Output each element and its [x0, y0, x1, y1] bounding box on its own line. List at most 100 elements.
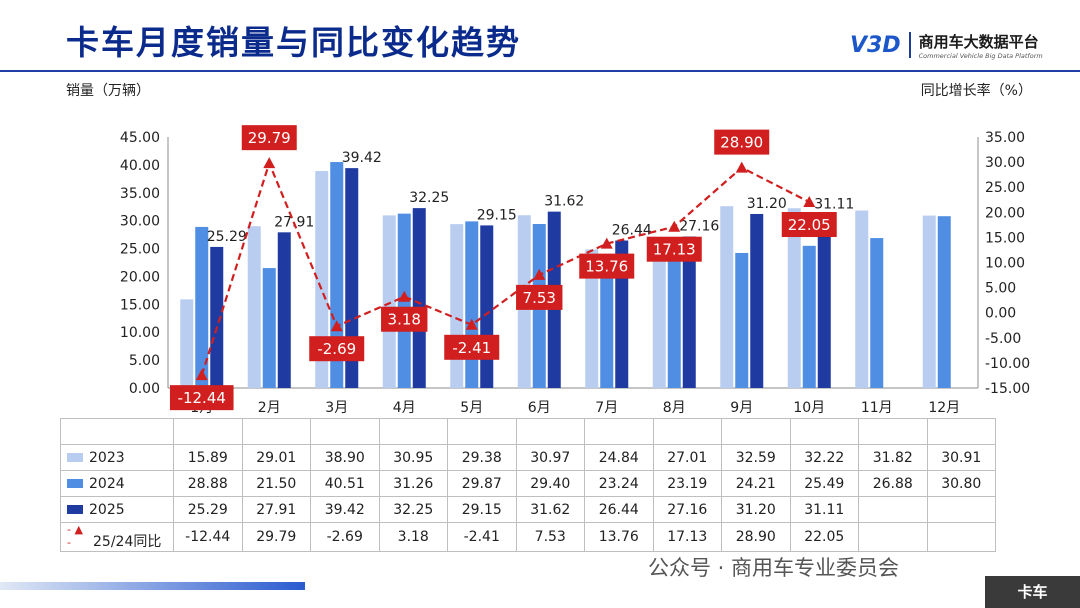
yoy-label-box — [781, 212, 837, 238]
bar-data-label: 32.25 — [409, 190, 449, 206]
bar-2025 — [817, 214, 831, 388]
bar-2024 — [802, 245, 816, 388]
y-tick-label: 20.00 — [120, 269, 160, 285]
bar-2023 — [922, 215, 936, 388]
bar-2025 — [750, 213, 764, 388]
bar-2023 — [315, 171, 329, 388]
table-cell: -2.41 — [447, 522, 517, 552]
table-cell: 30.91 — [926, 444, 996, 471]
table-cell: 25.49 — [789, 470, 859, 497]
y2-tick-label: 10.00 — [985, 256, 1025, 272]
table-cell: 3.18 — [378, 522, 448, 552]
table-header-cell — [584, 418, 654, 445]
yoy-label-box — [516, 284, 563, 310]
x-tick-label: 3月 — [325, 400, 348, 416]
x-tick-label: 4月 — [393, 400, 416, 416]
table-cell: 21.50 — [241, 470, 311, 497]
yoy-marker — [803, 196, 816, 208]
table-header-cell — [241, 418, 311, 445]
bar-2025 — [682, 236, 696, 388]
yoy-data-label: 28.90 — [720, 134, 763, 152]
logo-subtitle: Commercial Vehicle Big Data Platform — [918, 51, 1043, 60]
y-tick-label: 40.00 — [120, 158, 160, 174]
sales-chart: 0.00 5.00 10.00 15.00 20.00 25.00 30.00 35.00 40… — [120, 125, 1030, 416]
yoy-data-label: 3.18 — [388, 311, 421, 329]
table-header-cell — [789, 418, 859, 445]
y-tick-label: 15.00 — [120, 297, 160, 313]
yoy-label-box — [714, 129, 770, 155]
yoy-data-label: 7.53 — [523, 289, 556, 307]
x-tick-label: 11月 — [861, 400, 893, 416]
table-cell: 31.82 — [858, 444, 928, 471]
yoy-marker — [398, 290, 411, 302]
table-cell: 38.90 — [310, 444, 380, 471]
table-row: 2023 15.89 29.01 38.90 30.95 29.38 30.97 24.84 2… — [60, 444, 996, 471]
truck-decoration — [0, 582, 305, 590]
legend-swatch — [67, 505, 83, 514]
yoy-marker — [465, 318, 478, 330]
table-cell: 7.53 — [515, 522, 585, 552]
table-cell: 39.42 — [310, 496, 380, 523]
bar-2024 — [465, 221, 479, 388]
yoy-data-label: -12.44 — [178, 389, 226, 407]
bar-data-label: 26.44 — [612, 223, 652, 239]
yoy-data-label: -2.41 — [452, 339, 491, 357]
table-cell: 29.38 — [447, 444, 517, 471]
bar-2023 — [180, 299, 194, 388]
y-tick-label: 10.00 — [120, 325, 160, 341]
x-tick-label: 10月 — [793, 400, 825, 416]
table-cell — [858, 496, 928, 523]
table-header-cell — [173, 418, 243, 445]
table-cell: 23.24 — [584, 470, 654, 497]
bar-2024 — [330, 162, 344, 388]
logo-separator — [908, 32, 911, 58]
table-cell: 23.19 — [652, 470, 722, 497]
table-cell: 29.01 — [241, 444, 311, 471]
wechat-footer: 公众号 · 商用车专业委员会 — [648, 556, 900, 580]
bar-2024 — [195, 226, 209, 388]
table-cell: 24.21 — [721, 470, 791, 497]
yoy-label-box — [169, 385, 234, 411]
yoy-data-label: 22.05 — [788, 216, 831, 234]
table-cell: 22.05 — [789, 522, 859, 552]
bar-2025 — [277, 232, 291, 388]
table-cell: -2.69 — [310, 522, 380, 552]
table-header-cell — [378, 418, 448, 445]
yoy-marker — [195, 369, 208, 381]
y2-tick-label: -10.00 — [985, 356, 1030, 372]
yoy-marker — [600, 237, 613, 249]
bar-2023 — [652, 237, 666, 388]
logo-name: 商用车大数据平台 — [918, 32, 1039, 51]
table-cell: 31.11 — [789, 496, 859, 523]
bar-2025 — [412, 208, 426, 388]
table-row-label: - ▲ - 25/24同比 — [60, 522, 174, 552]
table-cell: 32.22 — [789, 444, 859, 471]
x-tick-label: 5月 — [460, 400, 483, 416]
table-cell: 26.44 — [584, 496, 654, 523]
y-tick-label: 0.00 — [129, 381, 160, 397]
bar-data-label: 27.16 — [679, 219, 719, 235]
yoy-marker — [533, 268, 546, 280]
table-cell: 31.62 — [515, 496, 585, 523]
bar-2024 — [667, 258, 681, 388]
table-row: 2024 28.88 21.50 40.51 31.26 29.87 29.40 23.24 2… — [60, 470, 996, 497]
bar-2025 — [210, 246, 224, 388]
table-cell: 13.76 — [584, 522, 654, 552]
table-cell: 29.40 — [515, 470, 585, 497]
yoy-data-label: -2.69 — [317, 340, 356, 358]
x-tick-label: 9月 — [730, 400, 753, 416]
data-table: 2023 15.89 29.01 38.90 30.95 29.38 30.97 24.84 2… — [60, 418, 996, 552]
bar-2024 — [735, 252, 749, 388]
bar-2023 — [585, 249, 599, 388]
table-cell: 32.59 — [721, 444, 791, 471]
bar-2024 — [262, 268, 276, 388]
bar-data-label: 31.62 — [544, 194, 584, 210]
yoy-label-box — [579, 253, 635, 279]
bar-2025 — [480, 225, 494, 388]
y-tick-label: 25.00 — [120, 242, 160, 258]
table-cell: 31.20 — [721, 496, 791, 523]
table-header-cell — [652, 418, 722, 445]
yoy-label-box — [444, 334, 500, 360]
bar-data-label: 39.42 — [342, 150, 382, 166]
y2-tick-label: -5.00 — [985, 331, 1021, 347]
